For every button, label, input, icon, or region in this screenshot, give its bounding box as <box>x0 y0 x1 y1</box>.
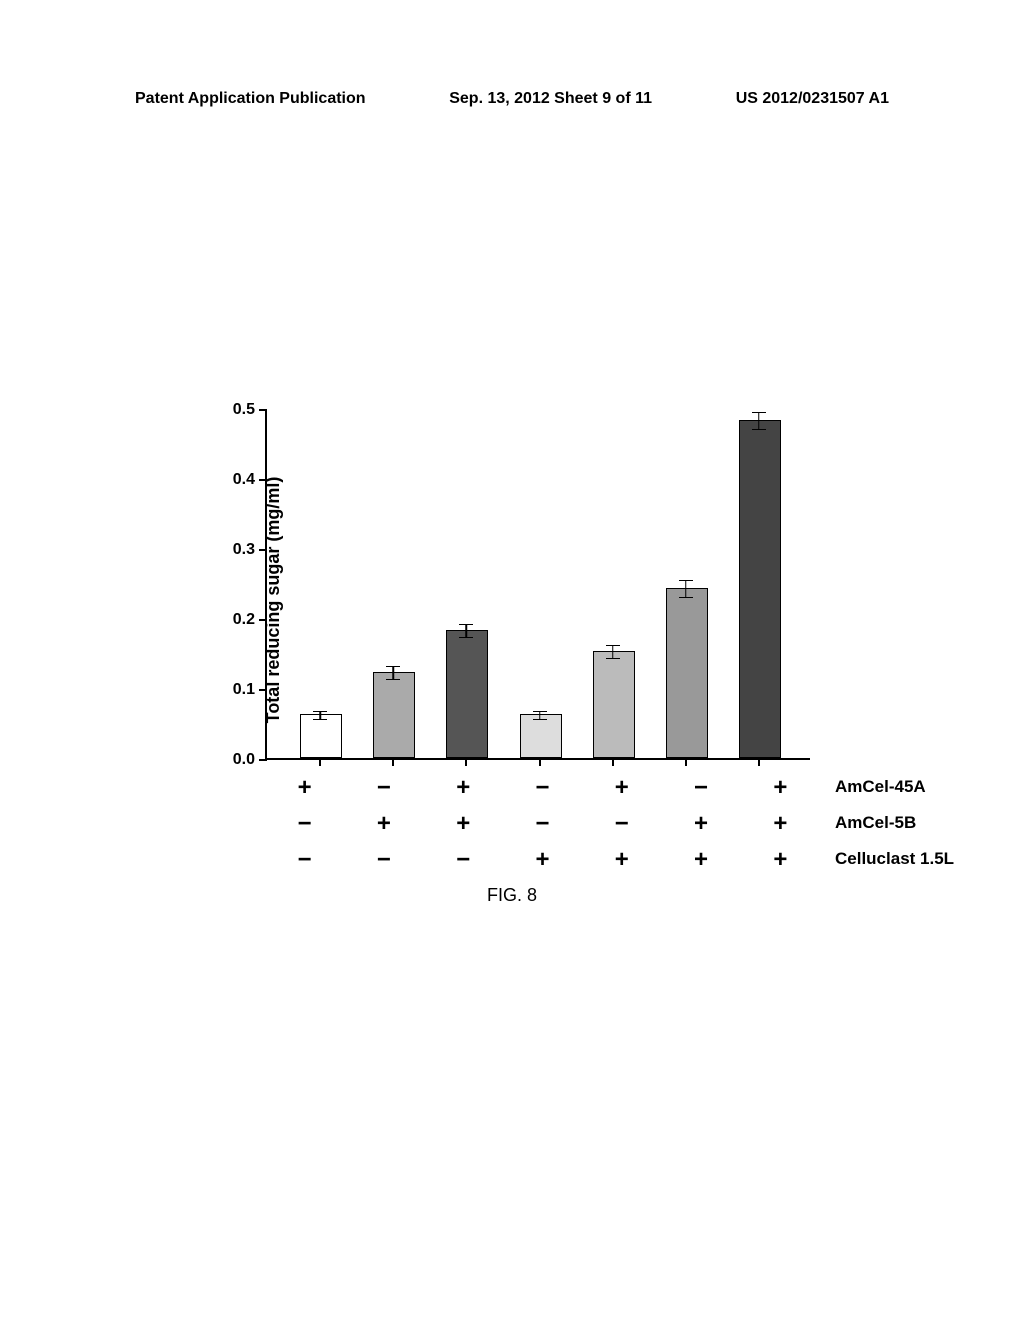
y-tick-label: 0.2 <box>219 611 255 629</box>
x-tick <box>539 758 541 766</box>
x-tick <box>319 758 321 766</box>
plot-area: 0.00.10.20.30.40.5 <box>265 410 810 760</box>
treatment-mark: + <box>741 810 820 838</box>
x-tick <box>465 758 467 766</box>
y-tick-label: 0.5 <box>219 401 255 419</box>
y-tick <box>259 409 267 411</box>
error-bar <box>386 666 400 679</box>
treatment-mark: + <box>661 810 740 838</box>
treatment-mark: − <box>503 774 582 802</box>
treatment-mark: − <box>344 774 423 802</box>
header-right: US 2012/0231507 A1 <box>736 90 889 108</box>
header-left: Patent Application Publication <box>135 90 366 108</box>
treatment-mark: − <box>344 846 423 874</box>
treatment-mark: + <box>741 846 820 874</box>
treatment-mark: + <box>582 846 661 874</box>
treatment-mark: + <box>424 774 503 802</box>
x-tick <box>612 758 614 766</box>
treatment-mark: + <box>424 810 503 838</box>
y-tick-label: 0.4 <box>219 471 255 489</box>
y-tick-label: 0.0 <box>219 751 255 769</box>
treatment-mark: + <box>741 774 820 802</box>
error-bar <box>606 645 620 658</box>
treatment-row: −++−−++ <box>265 806 820 842</box>
page: Patent Application Publication Sep. 13, … <box>0 0 1024 1320</box>
treatment-mark: + <box>503 846 582 874</box>
chart-bar <box>593 651 635 758</box>
y-tick-label: 0.3 <box>219 541 255 559</box>
chart-bar <box>666 588 708 758</box>
x-tick <box>392 758 394 766</box>
treatment-mark: − <box>265 846 344 874</box>
page-header: Patent Application Publication Sep. 13, … <box>135 90 889 108</box>
chart-bar <box>520 714 562 758</box>
error-bar <box>752 412 766 431</box>
chart-bar <box>373 672 415 758</box>
y-tick <box>259 689 267 691</box>
bar-chart: Total reducing sugar (mg/ml) 0.00.10.20.… <box>200 400 820 800</box>
error-bar <box>679 580 693 599</box>
treatment-mark: − <box>424 846 503 874</box>
x-tick <box>758 758 760 766</box>
chart-bar <box>739 420 781 758</box>
treatment-mark: − <box>265 810 344 838</box>
treatment-mark: − <box>661 774 740 802</box>
y-tick <box>259 619 267 621</box>
treatment-mark: + <box>582 774 661 802</box>
y-tick <box>259 759 267 761</box>
treatment-mark: + <box>265 774 344 802</box>
treatment-row: −−−++++ <box>265 842 820 878</box>
treatment-label: Celluclast 1.5L <box>835 849 954 869</box>
treatment-table: +−+−+−+AmCel-45A−++−−++AmCel-5B−−−++++Ce… <box>265 770 820 878</box>
y-tick <box>259 479 267 481</box>
error-bar <box>313 711 327 720</box>
y-tick-label: 0.1 <box>219 681 255 699</box>
x-tick <box>685 758 687 766</box>
treatment-mark: + <box>661 846 740 874</box>
chart-area: Total reducing sugar (mg/ml) 0.00.10.20.… <box>200 400 820 800</box>
error-bar <box>533 711 547 720</box>
treatment-label: AmCel-45A <box>835 777 926 797</box>
treatment-mark: − <box>582 810 661 838</box>
figure-label: FIG. 8 <box>0 885 1024 906</box>
error-bar <box>459 624 473 637</box>
treatment-label: AmCel-5B <box>835 813 916 833</box>
header-center: Sep. 13, 2012 Sheet 9 of 11 <box>449 90 652 108</box>
treatment-mark: − <box>503 810 582 838</box>
chart-bar <box>446 630 488 758</box>
chart-bar <box>300 714 342 758</box>
y-tick <box>259 549 267 551</box>
treatment-mark: + <box>344 810 423 838</box>
treatment-row: +−+−+−+ <box>265 770 820 806</box>
